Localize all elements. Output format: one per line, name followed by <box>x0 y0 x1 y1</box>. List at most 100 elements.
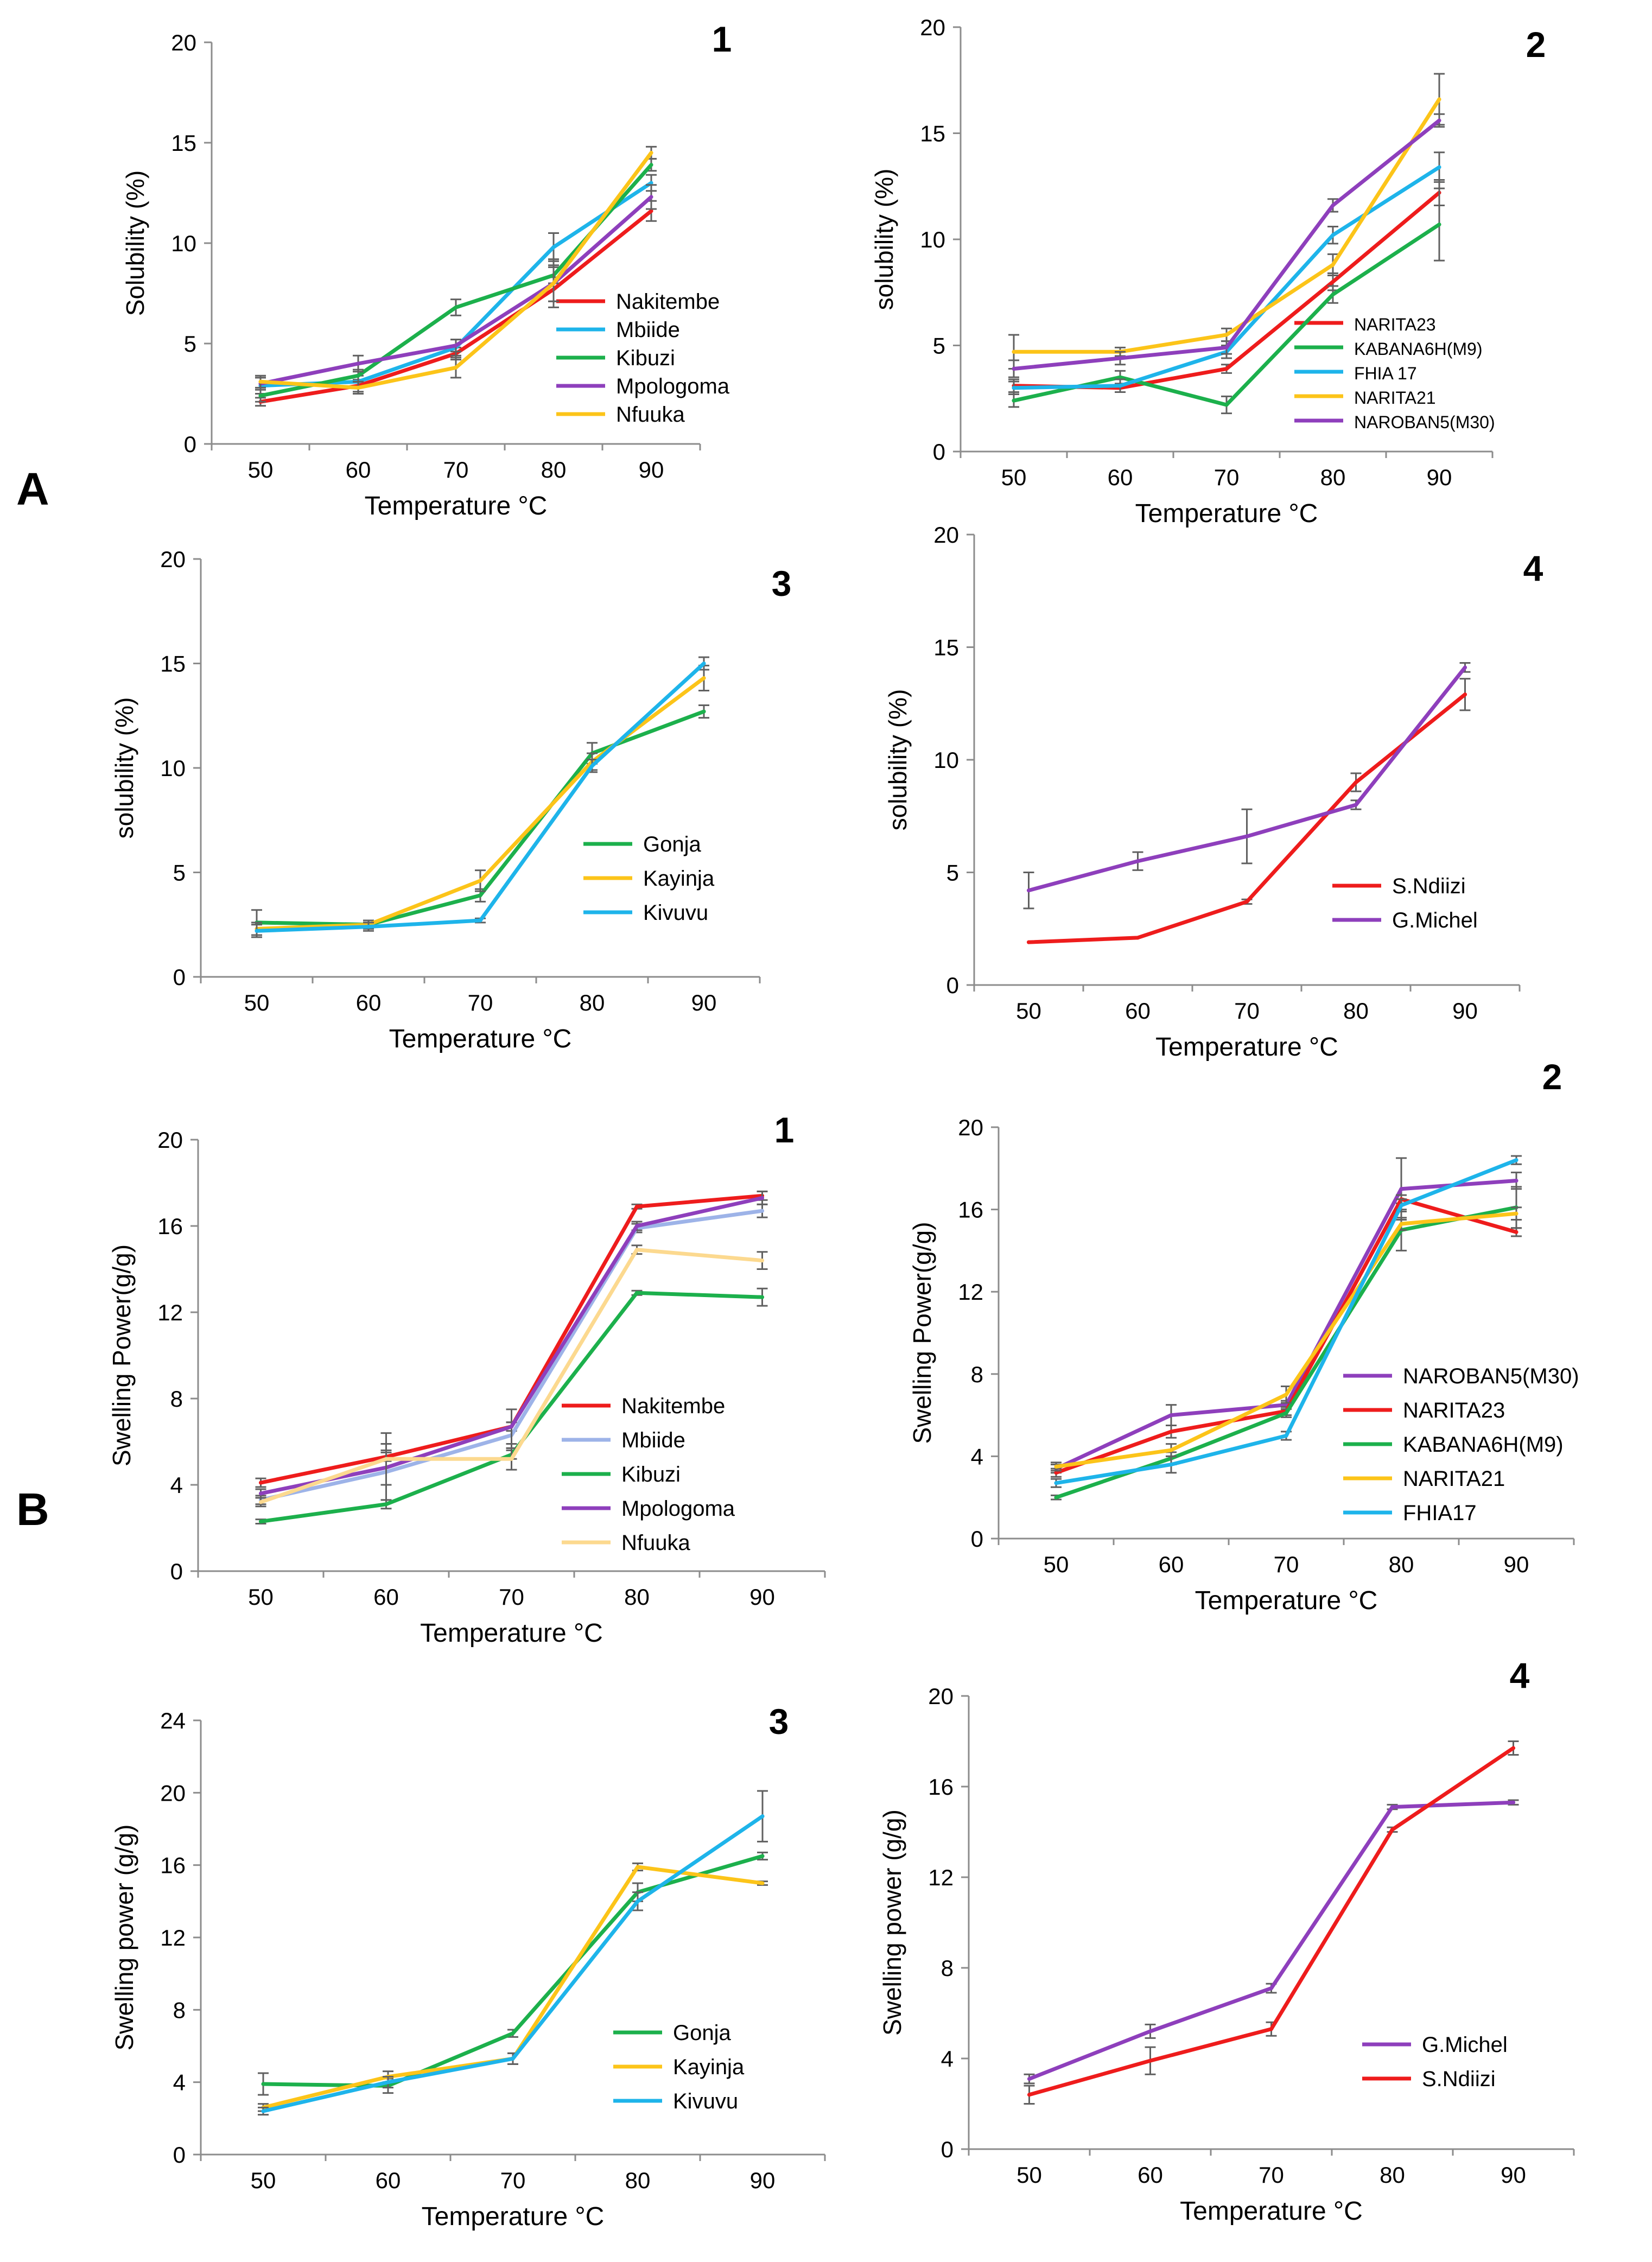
y-tick-label: 5 <box>946 860 959 886</box>
y-tick-label: 10 <box>920 227 945 252</box>
chart-b1: 0 4 8 12 16 20 50 60 70 80 90 Temperature °C Swellin… <box>107 1110 826 1648</box>
data-point <box>1437 223 1441 227</box>
x-tick-label: 80 <box>625 2168 651 2193</box>
data-point <box>258 379 263 384</box>
x-tick-label: 90 <box>1504 1552 1529 1577</box>
series-s-ndiizi <box>1027 678 1471 944</box>
y-tick-label: 20 <box>933 522 959 548</box>
x-tick-label: 50 <box>1016 2162 1042 2188</box>
x-tick-label: 60 <box>1138 2162 1163 2188</box>
legend-label: KABANA6H(M9) <box>1403 1433 1564 1457</box>
legend-label: KABANA6H(M9) <box>1354 339 1483 359</box>
panel-number: 3 <box>769 1701 789 1742</box>
y-axis-title: Swelling power (g/g) <box>110 1825 138 2051</box>
series-nfuuka <box>255 1244 768 1508</box>
y-tick-label: 15 <box>160 651 186 677</box>
y-tick-label: 12 <box>160 1925 186 1950</box>
data-point <box>510 1425 513 1429</box>
data-point <box>511 2056 515 2061</box>
x-tick-label: 70 <box>499 1584 524 1610</box>
y-axis-title: Solubility (%) <box>121 170 149 316</box>
x-tick-label: 70 <box>1274 1552 1299 1577</box>
chart-a4: 0 5 10 15 20 50 60 70 80 90 Temperature °C solubili… <box>884 522 1543 1062</box>
legend-label: Nakitembe <box>621 1394 725 1418</box>
y-axis-title: solubility (%) <box>870 169 898 310</box>
data-point <box>386 2080 390 2085</box>
x-tick-label: 70 <box>468 990 493 1015</box>
y-axis-title: Swelling power (g/g) <box>878 1809 906 2036</box>
x-tick-label: 60 <box>376 2168 401 2193</box>
data-point <box>760 1259 764 1263</box>
legend-label: Mbiide <box>621 1428 685 1452</box>
x-tick-label: 90 <box>1452 998 1478 1024</box>
panel-number: 2 <box>1542 1057 1562 1097</box>
x-axis-title: Temperature °C <box>422 2202 605 2231</box>
series-line <box>1054 1179 1518 1471</box>
y-tick-label: 20 <box>157 1127 183 1153</box>
legend-label: Mbiide <box>616 318 680 342</box>
data-point <box>1354 780 1358 784</box>
x-tick-label: 70 <box>1214 465 1240 490</box>
x-tick-label: 50 <box>244 990 270 1015</box>
legend-label: NAROBAN5(M30) <box>1403 1364 1579 1388</box>
chart-b2: 0 4 8 12 16 20 50 60 70 80 90 Temperature °C Swellin… <box>908 1057 1579 1615</box>
data-point <box>258 393 263 398</box>
legend-label: S.Ndiizi <box>1422 2067 1496 2091</box>
data-point <box>1390 1805 1394 1809</box>
x-axis-title: Temperature °C <box>1180 2197 1363 2226</box>
data-point <box>702 662 706 665</box>
data-point <box>1012 350 1016 354</box>
y-tick-label: 24 <box>160 1708 186 1733</box>
y-tick-label: 20 <box>928 1683 954 1709</box>
chart-b4: 0 4 8 12 16 20 50 60 70 80 90 Temperature °C Swellin… <box>878 1655 1575 2226</box>
y-tick-label: 20 <box>160 547 186 572</box>
panel-number: 2 <box>1526 24 1546 65</box>
data-point <box>1514 1230 1518 1234</box>
legend-label: NAROBAN5(M30) <box>1354 412 1495 432</box>
series-line <box>1054 1211 1518 1469</box>
legend-label: Kivuvu <box>643 901 708 925</box>
y-axis-title: Swelling Power(g/g) <box>908 1222 936 1444</box>
series-nfuuka <box>255 145 657 395</box>
y-tick-label: 20 <box>958 1115 983 1140</box>
y-tick-label: 12 <box>928 1865 954 1890</box>
data-point <box>635 1248 639 1252</box>
data-point <box>1054 1481 1058 1485</box>
data-point <box>259 1491 263 1496</box>
x-tick-label: 90 <box>749 1584 775 1610</box>
data-point <box>511 2031 515 2036</box>
data-point <box>259 1481 263 1485</box>
data-point <box>261 2082 265 2086</box>
data-point <box>1054 1464 1058 1469</box>
x-tick-label: 70 <box>1259 2162 1284 2188</box>
data-point <box>636 1899 640 1903</box>
data-point <box>1331 279 1335 284</box>
y-tick-label: 0 <box>946 973 959 998</box>
data-point <box>1054 1471 1058 1475</box>
x-axis-title: Temperature °C <box>365 492 548 520</box>
data-point <box>1399 1203 1403 1208</box>
data-point <box>1514 1211 1518 1216</box>
x-axis-title: Temperature °C <box>1135 499 1318 528</box>
data-point <box>702 709 706 714</box>
data-point <box>478 918 482 923</box>
legend-label: G.Michel <box>1392 908 1478 932</box>
x-tick-label: 80 <box>624 1584 650 1610</box>
data-point <box>1437 97 1441 101</box>
data-point <box>259 1520 263 1524</box>
data-point <box>1437 118 1441 123</box>
x-tick-label: 60 <box>373 1584 399 1610</box>
series-line <box>255 709 706 927</box>
legend-label: Kibuzi <box>621 1463 681 1486</box>
x-tick-label: 60 <box>356 990 382 1015</box>
y-tick-label: 0 <box>941 2137 954 2162</box>
y-axis-title: Swelling Power(g/g) <box>107 1244 136 1466</box>
y-tick-label: 10 <box>171 231 196 256</box>
data-point <box>1269 1986 1273 1991</box>
chart-a3: 0 5 10 15 20 50 60 70 80 90 Temperature °C solubili… <box>110 547 791 1053</box>
data-point <box>1399 1187 1403 1191</box>
data-point <box>1118 356 1122 360</box>
data-point <box>1169 1429 1173 1434</box>
data-point <box>636 1865 640 1869</box>
data-point <box>454 344 458 348</box>
